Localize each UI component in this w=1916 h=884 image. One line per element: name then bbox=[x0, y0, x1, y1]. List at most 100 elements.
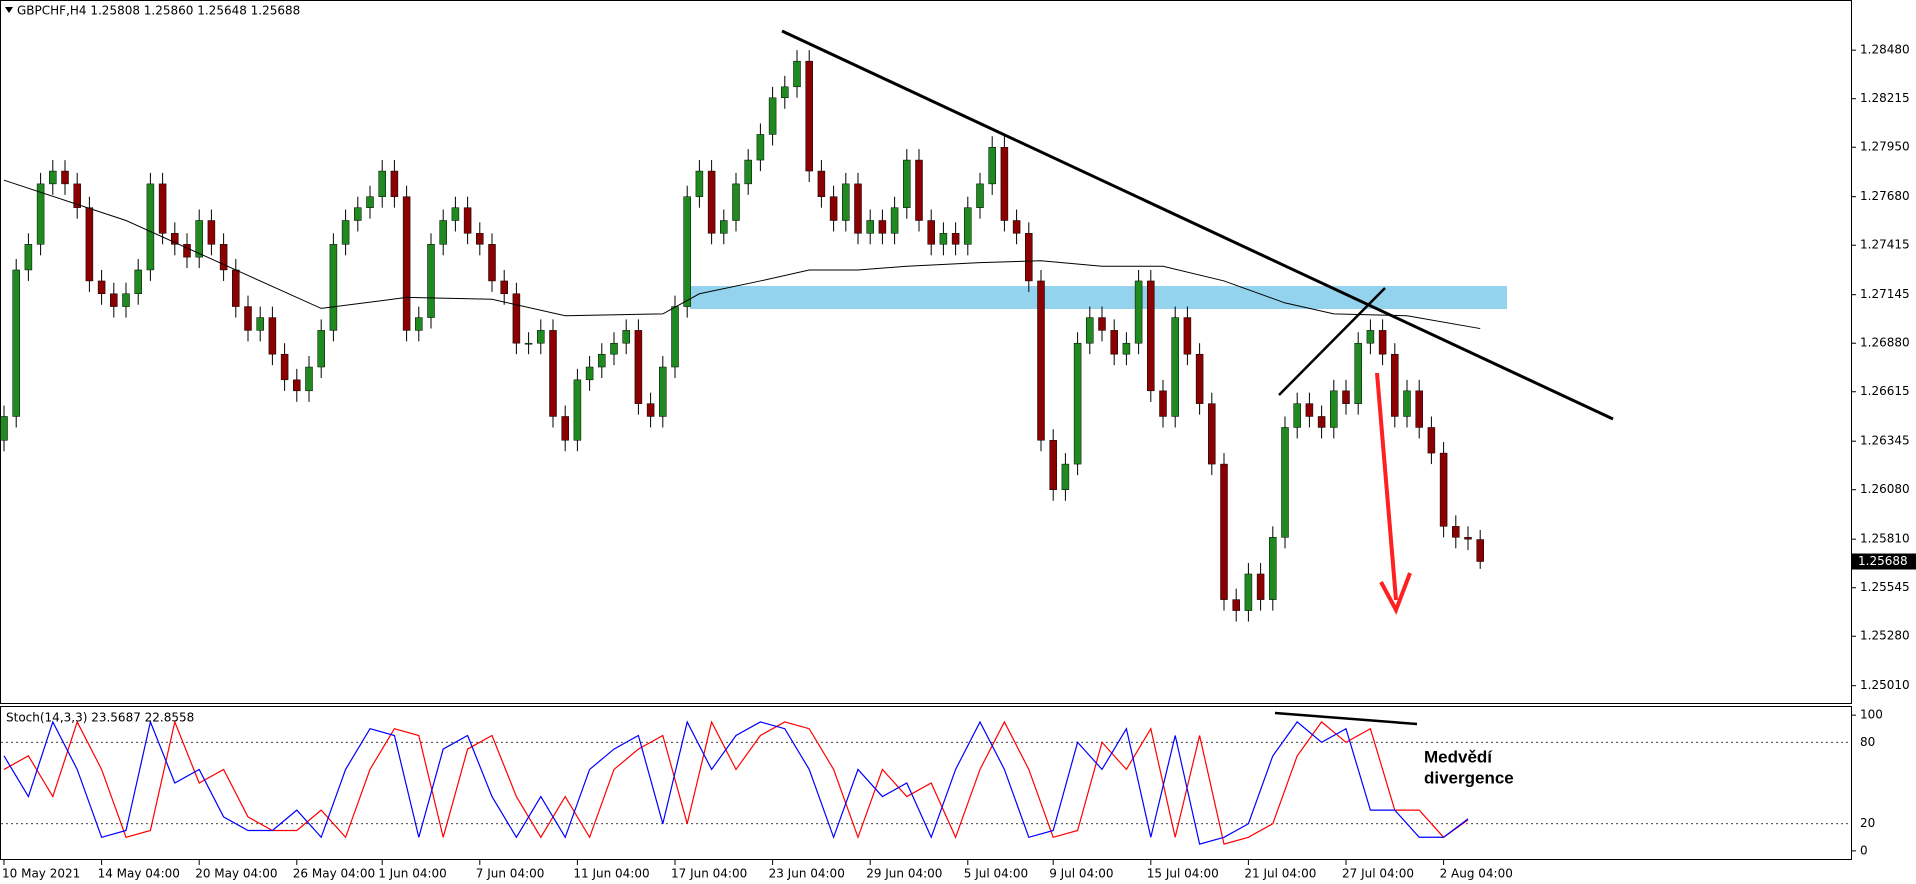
candle-body bbox=[1061, 463, 1070, 490]
x-tick-label: 27 Jul 04:00 bbox=[1342, 867, 1414, 881]
candle-body bbox=[500, 280, 508, 295]
candle-body bbox=[1293, 403, 1301, 428]
y-tick-label: 1.28215 bbox=[1860, 91, 1910, 105]
candle-body bbox=[463, 207, 472, 234]
candle-body bbox=[390, 170, 399, 197]
x-tick-label: 20 May 04:00 bbox=[195, 867, 277, 881]
candle-body bbox=[1134, 280, 1143, 344]
y-tick-label: 1.25280 bbox=[1860, 629, 1910, 643]
x-tick-label: 11 Jun 04:00 bbox=[573, 867, 649, 881]
candle-body bbox=[842, 183, 850, 221]
candle-body bbox=[1281, 427, 1289, 538]
candle-body bbox=[12, 269, 20, 417]
x-tick-label: 1 Jun 04:00 bbox=[378, 867, 447, 881]
candle-body bbox=[805, 60, 813, 172]
candle-body bbox=[451, 207, 460, 221]
candle-body bbox=[1354, 342, 1362, 404]
candle-body bbox=[793, 60, 801, 88]
y-tick-label: 1.28480 bbox=[1860, 43, 1910, 57]
candle-body bbox=[561, 416, 569, 441]
y-tick-label: 1.25545 bbox=[1860, 580, 1910, 594]
x-tick-label: 23 Jun 04:00 bbox=[769, 867, 845, 881]
price-tag bbox=[1852, 553, 1916, 570]
candle-body bbox=[36, 183, 45, 245]
candle-body bbox=[878, 220, 887, 234]
candle-body bbox=[1342, 390, 1350, 404]
trend-line bbox=[781, 29, 1614, 421]
candle-body bbox=[244, 306, 252, 331]
candle-body bbox=[378, 170, 386, 197]
resistance-zone bbox=[690, 286, 1507, 309]
candle-body bbox=[1073, 342, 1082, 465]
candle-body bbox=[1220, 463, 1228, 600]
candle-body bbox=[1086, 317, 1094, 344]
moving-average bbox=[3, 179, 1481, 330]
candle-body bbox=[720, 220, 728, 234]
candle-body bbox=[1366, 330, 1375, 344]
annotation: Medvědí bbox=[1424, 747, 1493, 766]
candle-body bbox=[1415, 390, 1423, 428]
main-panel bbox=[0, 0, 1852, 704]
candle-body bbox=[134, 269, 142, 295]
candle-body bbox=[768, 97, 777, 135]
candle-body bbox=[1183, 317, 1192, 355]
candle-body bbox=[951, 233, 960, 245]
candle-body bbox=[85, 207, 94, 282]
candle-body bbox=[317, 330, 325, 368]
candle-body bbox=[512, 293, 521, 344]
candle-body bbox=[1378, 330, 1387, 355]
y-tick-label: 1.26880 bbox=[1860, 336, 1910, 350]
candle-body bbox=[110, 293, 118, 307]
arrow-shaft bbox=[1375, 372, 1398, 601]
x-tick-label: 15 Jul 04:00 bbox=[1147, 867, 1219, 881]
candle-body bbox=[171, 233, 179, 245]
candle-body bbox=[610, 342, 618, 355]
candle-body bbox=[1269, 537, 1277, 600]
x-tick-label: 17 Jun 04:00 bbox=[671, 867, 747, 881]
wedge-line bbox=[1278, 287, 1386, 396]
annotation: divergence bbox=[1424, 768, 1514, 787]
candle-body bbox=[1439, 452, 1448, 527]
candle-body bbox=[549, 330, 557, 417]
divergence-line bbox=[1274, 711, 1418, 726]
x-tick-label: 2 Aug 04:00 bbox=[1440, 867, 1513, 881]
y-tick-label: 0 bbox=[1860, 843, 1868, 857]
candle-body bbox=[146, 183, 155, 271]
y-tick-label: 100 bbox=[1860, 708, 1883, 722]
candle-body bbox=[73, 183, 81, 208]
y-tick-label: 1.27145 bbox=[1860, 287, 1910, 301]
candle-body bbox=[1049, 440, 1057, 490]
candle-body bbox=[439, 220, 447, 245]
candle-body bbox=[1427, 427, 1436, 454]
candle-body bbox=[671, 306, 679, 368]
candle-body bbox=[659, 366, 667, 417]
candle-body bbox=[1330, 390, 1338, 428]
candle-body bbox=[829, 196, 838, 221]
candle-body bbox=[1244, 573, 1253, 611]
y-tick-label: 1.27680 bbox=[1860, 189, 1910, 203]
candle-body bbox=[537, 330, 545, 344]
x-tick-label: 10 May 2021 bbox=[2, 867, 80, 881]
candle-body bbox=[866, 220, 874, 234]
candle-body bbox=[854, 183, 862, 234]
candle-body bbox=[1000, 146, 1009, 221]
y-tick-label: 1.26615 bbox=[1860, 384, 1910, 398]
candle-body bbox=[817, 170, 826, 197]
candle-body bbox=[707, 170, 716, 234]
candle-body bbox=[488, 244, 496, 282]
candle-body bbox=[890, 207, 899, 234]
indicator-line bbox=[3, 719, 1469, 845]
candle-body bbox=[97, 280, 106, 295]
y-tick-label: 1.26345 bbox=[1860, 434, 1910, 448]
candle-body bbox=[1025, 233, 1033, 282]
y-tick-label: 1.25810 bbox=[1860, 532, 1910, 546]
price-tag-label: 1.25688 bbox=[1858, 554, 1908, 568]
candle-body bbox=[622, 330, 630, 344]
candle-body bbox=[1208, 403, 1216, 465]
x-tick-label: 9 Jul 04:00 bbox=[1049, 867, 1113, 881]
candle-body bbox=[366, 196, 374, 208]
candle-body bbox=[756, 134, 765, 161]
candle-body bbox=[695, 170, 704, 197]
candle-body bbox=[268, 317, 277, 355]
y-tick-label: 1.25010 bbox=[1860, 678, 1910, 692]
